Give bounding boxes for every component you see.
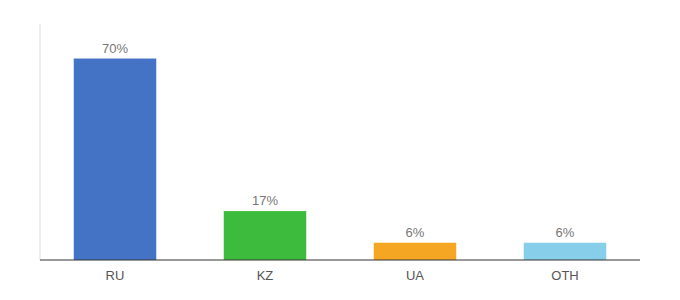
chart: 70% 17% 6% 6% RU KZ UA OTH <box>0 0 680 300</box>
chart-container: 70% 17% 6% 6% RU KZ UA OTH <box>0 0 680 300</box>
x-tick-label: KZ <box>257 268 274 283</box>
data-label: 6% <box>556 225 575 240</box>
bar <box>524 243 607 260</box>
data-label: 17% <box>252 193 278 208</box>
x-tick-label: OTH <box>551 268 578 283</box>
data-label: 6% <box>406 225 425 240</box>
bars <box>74 59 607 260</box>
x-tick-label: UA <box>406 268 424 283</box>
x-axis-line <box>40 260 640 261</box>
bar <box>374 243 457 260</box>
data-label: 70% <box>102 41 128 56</box>
bar <box>224 211 307 260</box>
data-labels: 70% 17% 6% 6% <box>102 41 575 240</box>
y-axis-line <box>40 24 41 260</box>
x-tick-label: RU <box>106 268 125 283</box>
bar <box>74 59 157 260</box>
x-ticks: RU KZ UA OTH <box>106 268 579 283</box>
